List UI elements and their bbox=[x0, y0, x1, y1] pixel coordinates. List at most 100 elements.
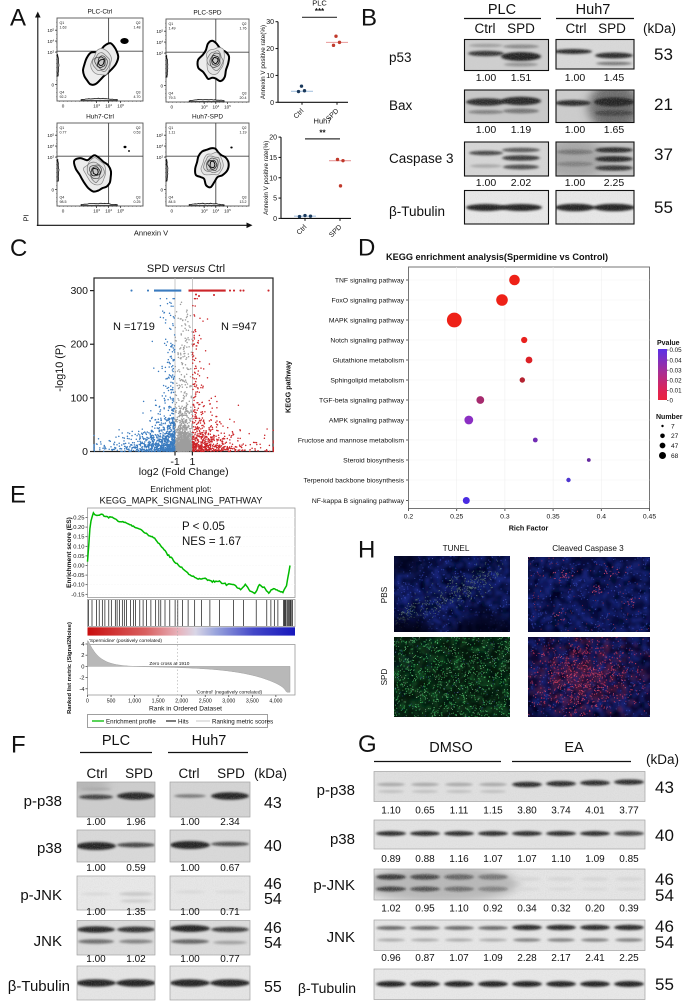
svg-text:1.65: 1.65 bbox=[604, 124, 625, 136]
svg-text:-2: -2 bbox=[79, 676, 84, 682]
svg-text:1.02: 1.02 bbox=[126, 954, 146, 965]
svg-text:D: D bbox=[358, 235, 375, 262]
svg-text:105: 105 bbox=[47, 133, 54, 139]
svg-text:1.00: 1.00 bbox=[86, 954, 106, 965]
svg-text:1.00: 1.00 bbox=[86, 907, 106, 918]
svg-text:20.4: 20.4 bbox=[240, 96, 247, 100]
svg-text:Q1: Q1 bbox=[60, 21, 65, 25]
svg-text:JNK: JNK bbox=[34, 933, 62, 950]
svg-text:1.07: 1.07 bbox=[483, 854, 503, 865]
svg-text:0.15: 0.15 bbox=[73, 535, 84, 541]
svg-text:'Control' (negatively correlat: 'Control' (negatively correlated) bbox=[196, 690, 262, 696]
svg-text:SPD: SPD bbox=[125, 766, 153, 781]
svg-text:Glutathione metabolism: Glutathione metabolism bbox=[333, 357, 405, 364]
svg-text:1.96: 1.96 bbox=[126, 817, 146, 828]
svg-text:104: 104 bbox=[156, 143, 163, 149]
svg-text:0.00: 0.00 bbox=[73, 564, 84, 570]
svg-text:46: 46 bbox=[264, 876, 282, 893]
svg-text:Ctrl: Ctrl bbox=[475, 21, 496, 36]
svg-text:0.95: 0.95 bbox=[415, 904, 435, 915]
svg-text:0.10: 0.10 bbox=[73, 544, 84, 550]
svg-text:Q3: Q3 bbox=[136, 196, 141, 200]
svg-text:(kDa): (kDa) bbox=[646, 752, 679, 767]
svg-text:2: 2 bbox=[81, 653, 84, 659]
svg-text:Ctrl: Ctrl bbox=[566, 21, 587, 36]
svg-text:1.07: 1.07 bbox=[449, 953, 469, 964]
svg-text:PLC: PLC bbox=[102, 733, 130, 749]
svg-text:Huh7-Ctrl: Huh7-Ctrl bbox=[86, 114, 114, 121]
svg-text:0.77: 0.77 bbox=[220, 954, 240, 965]
svg-text:1.00: 1.00 bbox=[565, 72, 586, 84]
svg-text:1.09: 1.09 bbox=[483, 953, 503, 964]
svg-text:104: 104 bbox=[212, 104, 219, 110]
svg-text:Q2: Q2 bbox=[242, 22, 247, 26]
svg-text:1,500: 1,500 bbox=[152, 699, 165, 705]
svg-text:Q3: Q3 bbox=[242, 196, 247, 200]
svg-text:84.5: 84.5 bbox=[169, 200, 176, 204]
svg-text:0.20: 0.20 bbox=[73, 525, 84, 531]
svg-text:5: 5 bbox=[273, 196, 277, 203]
svg-text:NF-kappa B signaling pathway: NF-kappa B signaling pathway bbox=[312, 498, 405, 505]
svg-text:0.25: 0.25 bbox=[73, 516, 84, 522]
svg-text:Q1: Q1 bbox=[169, 22, 174, 26]
svg-text:1.00: 1.00 bbox=[180, 954, 200, 965]
svg-text:0.4: 0.4 bbox=[597, 514, 607, 521]
svg-text:0.67: 0.67 bbox=[220, 863, 240, 874]
svg-text:1.11: 1.11 bbox=[169, 131, 176, 135]
svg-text:30: 30 bbox=[266, 19, 274, 26]
svg-text:103: 103 bbox=[93, 208, 100, 214]
svg-text:79.3: 79.3 bbox=[169, 96, 176, 100]
svg-text:β-Tubulin: β-Tubulin bbox=[8, 978, 70, 995]
svg-text:0.65: 0.65 bbox=[415, 806, 435, 817]
svg-text:-0.05: -0.05 bbox=[71, 573, 84, 579]
svg-text:2.17: 2.17 bbox=[551, 953, 571, 964]
svg-text:Ctrl: Ctrl bbox=[296, 224, 309, 237]
svg-text:Q4: Q4 bbox=[169, 196, 174, 200]
svg-text:20: 20 bbox=[266, 46, 274, 53]
svg-text:1.63: 1.63 bbox=[60, 26, 67, 30]
svg-text:PLC-SPD: PLC-SPD bbox=[193, 10, 221, 17]
svg-text:DMSO: DMSO bbox=[429, 740, 473, 756]
svg-text:0: 0 bbox=[171, 209, 174, 214]
svg-text:104: 104 bbox=[47, 143, 54, 149]
svg-text:Pvalue: Pvalue bbox=[657, 340, 680, 347]
svg-text:Ctrl: Ctrl bbox=[179, 766, 200, 781]
svg-text:PLC: PLC bbox=[488, 2, 516, 18]
svg-text:β-Tubulin: β-Tubulin bbox=[298, 980, 356, 996]
svg-text:P < 0.05: P < 0.05 bbox=[182, 521, 225, 533]
svg-text:0.2: 0.2 bbox=[404, 514, 414, 521]
svg-text:1.02: 1.02 bbox=[381, 904, 401, 915]
svg-text:SPD: SPD bbox=[598, 21, 626, 36]
svg-text:54: 54 bbox=[264, 935, 282, 952]
svg-text:1.19: 1.19 bbox=[511, 124, 532, 136]
svg-text:Enrichment score (ES): Enrichment score (ES) bbox=[66, 517, 73, 588]
svg-text:E: E bbox=[10, 482, 26, 509]
svg-text:40: 40 bbox=[264, 838, 282, 855]
svg-text:4,000: 4,000 bbox=[269, 699, 282, 705]
svg-text:1.00: 1.00 bbox=[180, 907, 200, 918]
svg-text:0.05: 0.05 bbox=[73, 554, 84, 560]
svg-text:43: 43 bbox=[264, 795, 282, 812]
svg-text:0.96: 0.96 bbox=[381, 953, 401, 964]
svg-text:0: 0 bbox=[51, 187, 54, 192]
svg-text:Enrichment profile: Enrichment profile bbox=[106, 718, 156, 725]
svg-text:MAPK signaling pathway: MAPK signaling pathway bbox=[329, 317, 405, 324]
svg-text:105: 105 bbox=[117, 103, 124, 109]
svg-text:Huh7: Huh7 bbox=[576, 2, 611, 18]
svg-text:Hits: Hits bbox=[178, 718, 189, 725]
svg-text:TUNEL: TUNEL bbox=[443, 544, 470, 553]
svg-text:Steroid biosynthesis: Steroid biosynthesis bbox=[343, 457, 404, 464]
svg-text:p-JNK: p-JNK bbox=[313, 877, 355, 894]
svg-text:N =1719: N =1719 bbox=[113, 321, 155, 333]
svg-text:TGF-beta signaling pathway: TGF-beta signaling pathway bbox=[319, 397, 405, 404]
svg-text:SPD versus Ctrl: SPD versus Ctrl bbox=[147, 263, 225, 275]
svg-text:2.34: 2.34 bbox=[220, 817, 240, 828]
svg-text:2.25: 2.25 bbox=[604, 177, 625, 189]
svg-text:1.10: 1.10 bbox=[449, 904, 469, 915]
svg-text:1.51: 1.51 bbox=[511, 72, 532, 84]
svg-text:0.53: 0.53 bbox=[134, 131, 141, 135]
svg-text:1.00: 1.00 bbox=[476, 72, 497, 84]
svg-text:β-Tubulin: β-Tubulin bbox=[389, 204, 445, 219]
svg-text:0: 0 bbox=[270, 100, 274, 107]
svg-text:p-p38: p-p38 bbox=[24, 793, 62, 810]
